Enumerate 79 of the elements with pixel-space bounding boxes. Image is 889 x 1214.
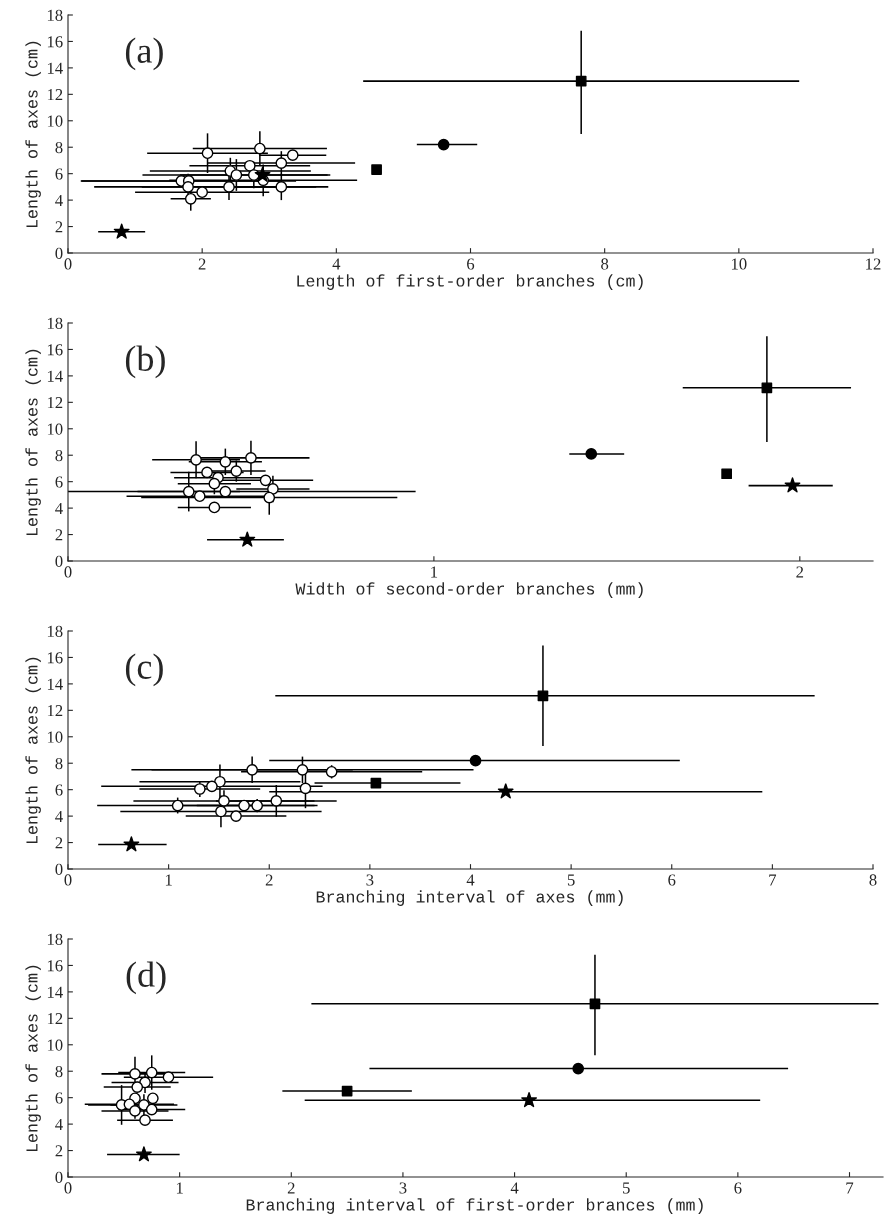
x-tick-label: 0 <box>64 1182 72 1194</box>
x-tick-label: 3 <box>399 1182 407 1194</box>
x-tick-label: 10 <box>731 258 747 270</box>
x-tick-label: 0 <box>64 258 72 270</box>
y-tick-label: 0 <box>55 1171 63 1183</box>
y-tick-label: 10 <box>47 423 63 435</box>
annotation: (b) <box>125 345 165 379</box>
x-tick-label: 2 <box>287 1182 295 1194</box>
y-tick-label: 8 <box>55 449 63 462</box>
x-tick-label: 5 <box>623 1182 630 1194</box>
x-tick-label: 4 <box>332 258 341 270</box>
y-tick-label: 16 <box>47 36 63 48</box>
y-tick-label: 12 <box>47 705 63 717</box>
x-axis-title: Width of second-order branches (mm) <box>295 582 643 598</box>
y-tick-label: 18 <box>47 625 63 637</box>
x-tick-label: 1 <box>431 566 438 578</box>
y-tick-label: 14 <box>47 62 63 74</box>
x-tick-label: 3 <box>366 874 374 886</box>
y-tick-label: 0 <box>55 863 63 875</box>
x-tick-label: 5 <box>567 874 575 886</box>
y-tick-label: 14 <box>47 678 63 690</box>
y-tick-label: 6 <box>55 784 63 796</box>
x-tick-label: 1 <box>165 874 172 886</box>
y-tick-label: 18 <box>47 933 63 945</box>
y-tick-label: 6 <box>55 1092 63 1104</box>
x-tick-label: 2 <box>198 258 206 270</box>
x-tick-label: 1 <box>176 1182 183 1194</box>
y-tick-label: 18 <box>47 317 63 329</box>
annotation: (c) <box>125 653 163 687</box>
y-tick-label: 16 <box>47 652 63 664</box>
y-tick-label: 4 <box>55 194 63 206</box>
y-tick-label: 12 <box>47 89 63 101</box>
y-tick-label: 0 <box>55 555 63 567</box>
x-axis-title: Branching interval of axes (mm) <box>316 890 623 906</box>
y-tick-label: 10 <box>47 731 63 743</box>
x-tick-label: 8 <box>869 874 877 886</box>
y-tick-label: 2 <box>55 221 63 233</box>
x-tick-label: 0 <box>64 566 72 578</box>
y-tick-label: 6 <box>55 168 63 180</box>
y-tick-label: 12 <box>47 1013 63 1025</box>
x-tick-label: 12 <box>866 258 881 270</box>
x-tick-label: 2 <box>796 566 804 578</box>
y-tick-label: 8 <box>55 1065 63 1078</box>
x-axis-title: Branching interval of first-order brances (mm) <box>246 1198 703 1214</box>
y-tick-label: 10 <box>47 1039 63 1051</box>
x-tick-label: 6 <box>734 1182 742 1194</box>
y-tick-label: 2 <box>55 837 63 849</box>
y-tick-label: 4 <box>55 1118 63 1130</box>
x-tick-label: 4 <box>466 874 475 886</box>
x-axis-title: Length of first-order branches (cm) <box>297 274 643 290</box>
y-tick-label: 10 <box>47 115 63 127</box>
y-axis-title: Length of axes (cm) <box>25 657 41 844</box>
y-tick-label: 4 <box>55 810 63 822</box>
y-tick-label: 14 <box>47 370 63 382</box>
x-tick-label: 4 <box>510 1182 519 1194</box>
x-tick-label: 7 <box>846 1182 854 1194</box>
y-tick-label: 16 <box>47 344 63 356</box>
y-axis-title: Length of axes (cm) <box>25 349 41 536</box>
annotation: (a) <box>125 37 163 71</box>
y-tick-label: 2 <box>55 1145 63 1157</box>
y-axis-title: Length of axes (cm) <box>25 965 41 1152</box>
y-tick-label: 12 <box>47 397 63 409</box>
y-tick-label: 14 <box>47 986 63 998</box>
y-tick-label: 6 <box>55 476 63 488</box>
y-axis-title: Length of axes (cm) <box>25 41 41 228</box>
y-tick-label: 0 <box>55 247 63 259</box>
y-tick-label: 8 <box>55 141 63 154</box>
x-tick-label: 2 <box>265 874 273 886</box>
y-tick-label: 4 <box>55 502 63 514</box>
y-tick-label: 2 <box>55 529 63 541</box>
y-tick-label: 16 <box>47 960 63 972</box>
x-tick-label: 6 <box>668 874 676 886</box>
x-tick-label: 7 <box>769 874 777 886</box>
annotation: (d) <box>126 961 166 995</box>
y-tick-label: 18 <box>47 9 63 21</box>
y-tick-label: 8 <box>55 757 63 770</box>
x-tick-label: 0 <box>64 874 72 886</box>
x-tick-label: 8 <box>601 258 609 270</box>
x-tick-label: 6 <box>467 258 475 270</box>
